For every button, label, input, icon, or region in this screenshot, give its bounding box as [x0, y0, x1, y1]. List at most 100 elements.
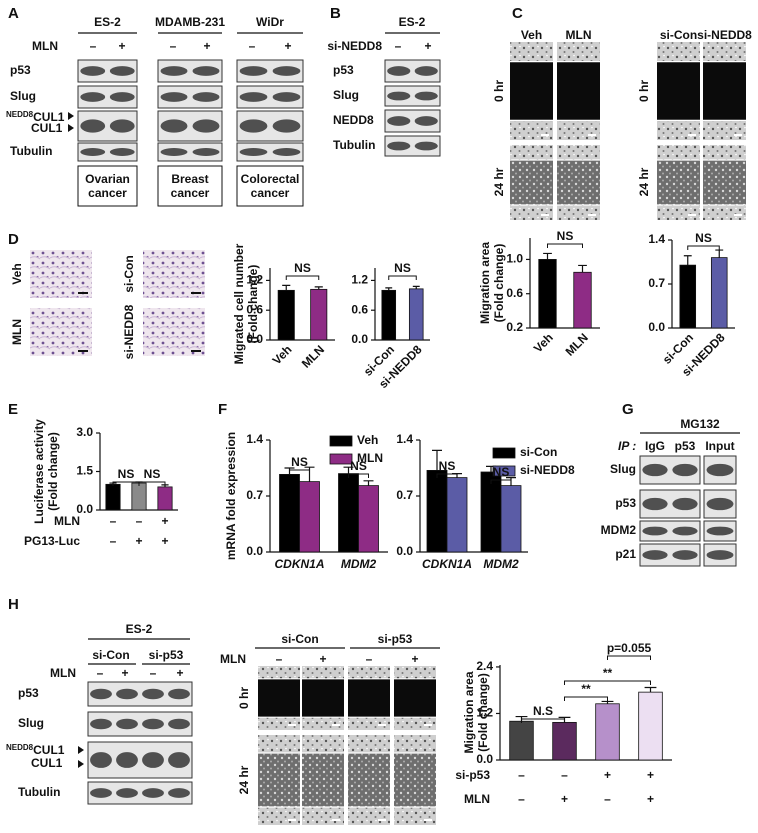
condition-label: MLN [10, 319, 24, 345]
blot-band [642, 550, 668, 560]
neddylated-label: NEDD8CUL1 [6, 110, 65, 124]
blot-band [414, 116, 438, 126]
cancer-box [157, 165, 223, 207]
y-tick-label: 1.0 [506, 252, 523, 266]
sign: + [203, 39, 210, 53]
arrow [68, 124, 74, 132]
error-bar [385, 287, 393, 291]
scratch [394, 753, 436, 807]
blot-band [706, 550, 734, 560]
scratch [302, 678, 344, 718]
error-bar [578, 264, 587, 273]
blot [157, 59, 223, 83]
time-label: 0 hr [637, 80, 651, 102]
blot-band [672, 526, 698, 536]
sign: + [319, 652, 326, 666]
bar [573, 271, 592, 329]
annotation: NS [557, 229, 574, 243]
label: si-NEDD8 [327, 39, 382, 53]
error-bar [314, 286, 323, 290]
blot-band [142, 718, 164, 730]
cancer-type: cancer [251, 186, 290, 200]
blot-band [142, 788, 164, 798]
x-tick-label: Veh [270, 342, 295, 367]
sign: – [366, 652, 373, 666]
blot-band [642, 497, 668, 511]
sign: – [90, 39, 97, 53]
bar [538, 259, 557, 329]
lane-label: Input [705, 439, 734, 453]
panel-letter: D [8, 231, 19, 248]
group-label: si-p53 [149, 648, 184, 662]
blot-band [272, 119, 301, 133]
error-bar [715, 249, 724, 258]
annotation: N.S [533, 704, 553, 718]
superscript: NEDD8 [6, 110, 34, 119]
error-bar [644, 686, 657, 693]
scratch [510, 61, 553, 121]
sign: – [97, 666, 104, 680]
y-axis-label: Migrated cell number [232, 243, 246, 364]
protein: NEDD8 [333, 113, 374, 127]
y-tick-label: 0.0 [351, 332, 368, 346]
blot [77, 59, 138, 83]
blot-band [239, 119, 268, 133]
blot-band [160, 119, 188, 133]
protein: p53 [18, 686, 39, 700]
bar [381, 289, 397, 341]
blot [157, 85, 223, 109]
protein: Tubulin [333, 138, 375, 152]
blot-band [80, 119, 106, 133]
protein: Tubulin [10, 144, 52, 158]
protein: MDM2 [601, 523, 637, 537]
protein: p21 [615, 547, 636, 561]
x-tick-label: MLN [299, 342, 327, 370]
panel-letter: H [8, 596, 19, 613]
blot-band [168, 788, 190, 798]
arrow [78, 760, 84, 768]
annotation: NS [695, 231, 712, 245]
superscript: NEDD8 [6, 743, 34, 752]
annotation: NS [350, 459, 367, 473]
y-tick-label: 2.4 [476, 659, 493, 673]
lane-label: IgG [645, 439, 665, 453]
blot-band [387, 66, 411, 76]
blot [87, 781, 193, 805]
cancer-type: Ovarian [85, 172, 130, 186]
time-label: 24 hr [637, 167, 651, 196]
panel-letter: E [8, 401, 18, 418]
condition-label: Veh [521, 28, 542, 42]
time-label: 0 hr [237, 687, 251, 709]
y-axis-label: (Fold change) [46, 432, 60, 511]
blot-band [414, 141, 438, 151]
y-tick-label: 0.6 [351, 302, 368, 316]
significance-bracket [285, 275, 320, 280]
sign: + [647, 768, 654, 782]
blot-band [642, 463, 668, 477]
bar [131, 482, 147, 511]
bar [277, 289, 295, 341]
sign: – [604, 792, 611, 806]
blot-band [80, 66, 106, 76]
scratch [703, 61, 746, 121]
bar [358, 485, 379, 553]
blot-band [642, 526, 668, 536]
significance-bracket [687, 245, 720, 250]
cancer-box [236, 165, 304, 207]
protein: Slug [10, 89, 36, 103]
annotation: NS [118, 467, 135, 481]
scratch [557, 160, 600, 205]
annotation: NS [144, 467, 161, 481]
label: MLN [50, 666, 76, 680]
blot-band [109, 148, 135, 156]
y-axis-label: (Fold change) [246, 265, 260, 344]
bar [310, 288, 328, 341]
sign: + [604, 768, 611, 782]
y-tick-label: 0.0 [396, 544, 413, 558]
significance-bracket [138, 481, 166, 486]
protein: Slug [610, 462, 636, 476]
sign: + [121, 666, 128, 680]
protein: p53 [615, 496, 636, 510]
sign: + [135, 534, 142, 548]
